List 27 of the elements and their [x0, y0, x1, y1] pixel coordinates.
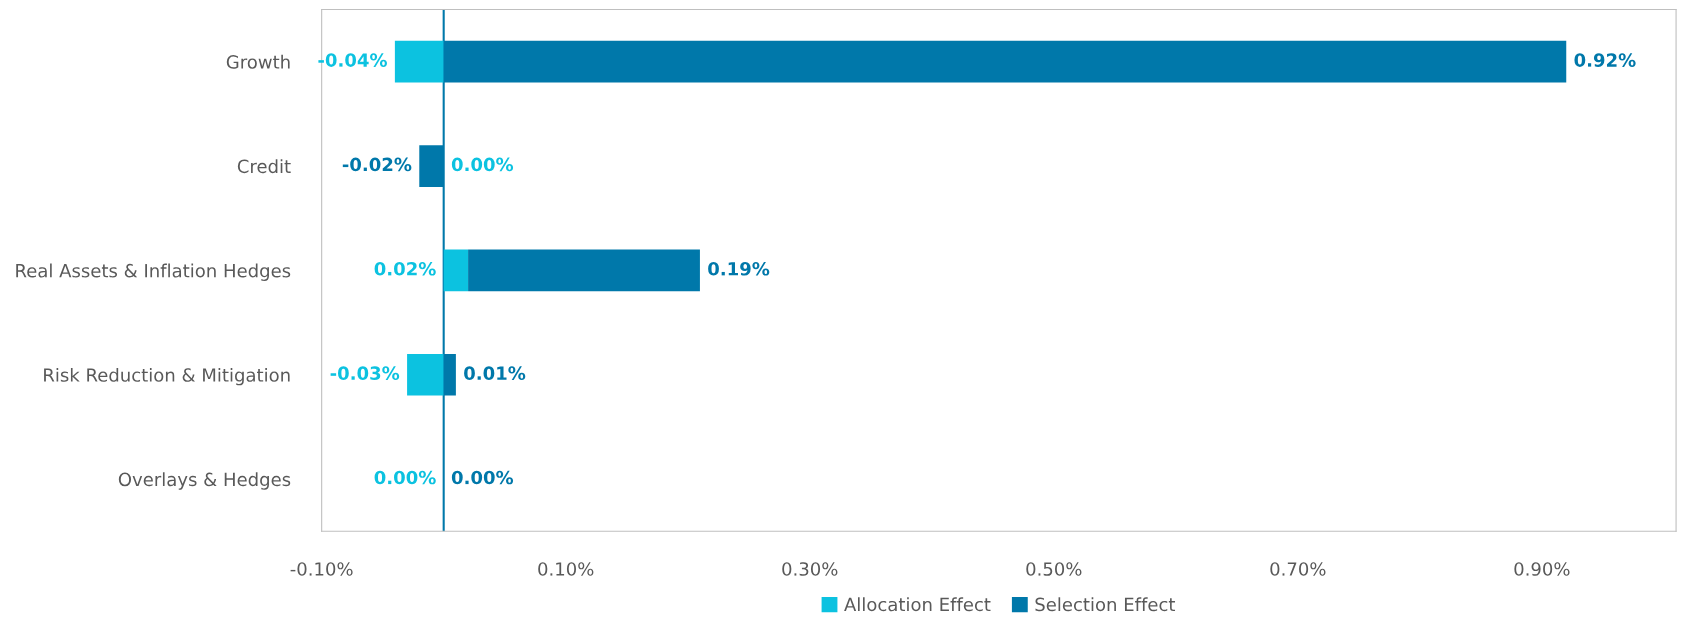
bar	[394, 40, 444, 83]
bar	[468, 249, 700, 292]
data-label: 0.00%	[451, 470, 514, 485]
y-tick-label: Risk Reduction & Mitigation	[44, 367, 290, 386]
x-tick-label: 0.10%	[538, 562, 594, 576]
x-tick-label: 0.70%	[1270, 562, 1326, 576]
y-tick-label: Credit	[237, 159, 291, 174]
legend-label: Selection Effect	[1035, 597, 1176, 612]
y-tick-label: Real Assets & Inflation Hedges	[16, 263, 291, 281]
data-label: -0.03%	[330, 366, 400, 380]
data-label: 0.00%	[451, 157, 514, 172]
x-tick-label: 0.30%	[782, 562, 838, 576]
bar	[443, 249, 469, 292]
data-label: 0.92%	[1574, 53, 1636, 67]
data-label: 0.02%	[374, 261, 436, 276]
data-label: 0.01%	[464, 366, 526, 380]
x-tick-label: 0.50%	[1026, 562, 1082, 576]
data-label: -0.02%	[342, 157, 412, 172]
data-label: 0.00%	[374, 470, 436, 485]
bar	[407, 353, 444, 396]
legend-label: Allocation Effect	[844, 597, 991, 612]
x-tick-label: 0.90%	[1514, 562, 1570, 576]
data-label: 0.19%	[708, 261, 770, 276]
y-tick-label: Growth	[226, 54, 290, 69]
x-tick-label: -0.10%	[290, 562, 353, 576]
data-label: -0.04%	[318, 53, 387, 67]
y-tick-label: Overlays & Hedges	[118, 472, 291, 490]
